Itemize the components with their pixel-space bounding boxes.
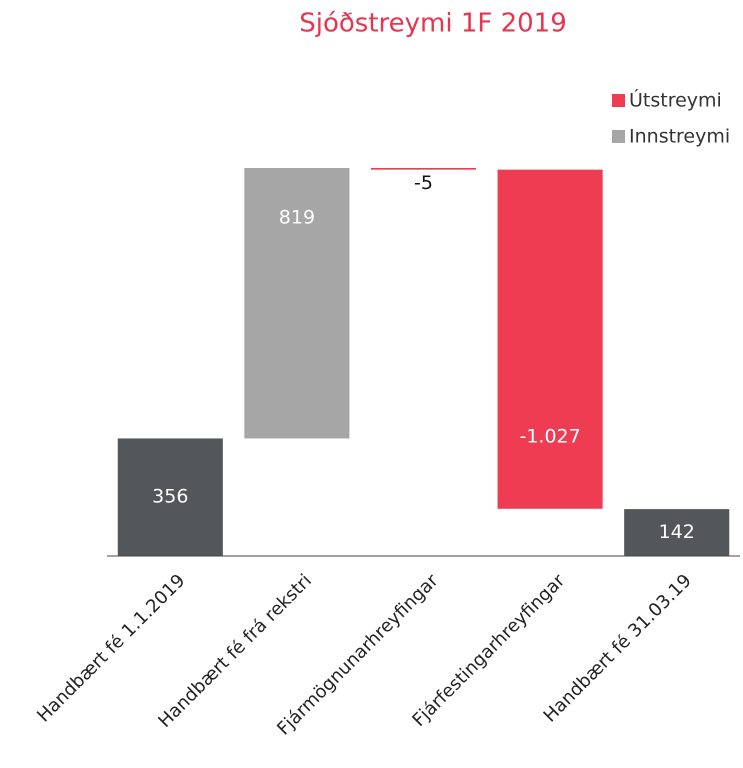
legend-swatch (612, 94, 625, 107)
x-tick-label: Handbært fé 1.1.2019 (33, 570, 189, 726)
bar (497, 169, 603, 509)
legend-swatch (612, 130, 625, 143)
legend-label: Útstreymi (629, 88, 722, 112)
x-tick-label: Handbært fé 31.03.19 (540, 570, 696, 726)
bar (624, 509, 730, 556)
bar (244, 168, 350, 439)
value-label: 819 (279, 207, 315, 229)
legend-label: Innstreymi (629, 126, 730, 148)
value-label: 356 (152, 486, 188, 508)
value-label: -1.027 (519, 425, 580, 447)
value-label: -5 (414, 172, 433, 194)
bar (117, 438, 223, 556)
bar (370, 168, 477, 170)
value-label: 142 (659, 521, 695, 543)
chart-title: Sjóðstreymi 1F 2019 (299, 9, 567, 39)
